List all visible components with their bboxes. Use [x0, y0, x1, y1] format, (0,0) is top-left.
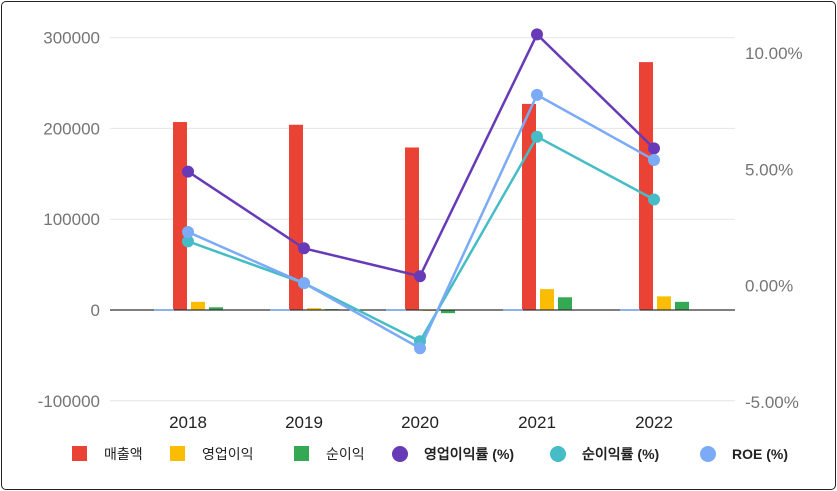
- legend-label-영업이익률 (%)[interactable]: 영업이익률 (%): [424, 446, 514, 462]
- left-axis-tick-label: 100000: [43, 210, 100, 229]
- left-axis-tick-label: 300000: [43, 29, 100, 48]
- point-순이익률 (%)-2021[interactable]: [531, 130, 543, 143]
- left-axis-tick-label: -100000: [38, 392, 100, 411]
- legend-label-ROE (%)[interactable]: ROE (%): [732, 446, 788, 462]
- point-ROE (%)-2018[interactable]: [182, 226, 194, 239]
- bar-매출액-2022[interactable]: [639, 62, 653, 311]
- legend-label-순이익률 (%)[interactable]: 순이익률 (%): [582, 446, 659, 462]
- legend-swatch-매출액: [72, 446, 87, 461]
- left-axis-tick-label: 200000: [43, 119, 100, 138]
- legend-swatch-순이익: [294, 446, 309, 461]
- legend-label-영업이익[interactable]: 영업이익: [202, 446, 254, 462]
- bar-영업이익-2021[interactable]: [540, 289, 554, 310]
- x-tick-label: 2021: [518, 413, 556, 432]
- bar-순이익-2020[interactable]: [441, 310, 455, 314]
- legend-swatch-ROE (%): [700, 446, 716, 462]
- point-ROE (%)-2020[interactable]: [414, 342, 426, 355]
- legend-label-매출액[interactable]: 매출액: [104, 446, 143, 462]
- point-순이익률 (%)-2018[interactable]: [182, 235, 194, 248]
- bar-순이익-2022[interactable]: [675, 301, 689, 310]
- x-tick-label: 2020: [401, 413, 439, 432]
- right-axis-tick-label: 10.00%: [745, 44, 803, 63]
- right-axis-tick-label: -5.00%: [745, 393, 799, 412]
- legend-swatch-영업이익률 (%): [392, 446, 408, 462]
- bar-순이익-2018[interactable]: [209, 307, 223, 310]
- right-axis-tick-label: 0.00%: [745, 277, 793, 296]
- bar-영업이익-2018[interactable]: [191, 301, 205, 310]
- x-tick-label: 2018: [169, 413, 207, 432]
- left-axis-tick-label: 0: [91, 301, 100, 320]
- point-영업이익률 (%)-2020[interactable]: [414, 270, 426, 283]
- bar-영업이익-2022[interactable]: [657, 296, 671, 310]
- bar-순이익-2021[interactable]: [558, 297, 572, 310]
- point-영업이익률 (%)-2022[interactable]: [648, 142, 660, 155]
- x-tick-label: 2022: [635, 413, 673, 432]
- bar-매출액-2019[interactable]: [289, 124, 303, 310]
- right-axis-tick-label: 5.00%: [745, 160, 793, 179]
- bar-매출액-2020[interactable]: [405, 147, 419, 310]
- bar-매출액-2018[interactable]: [173, 122, 187, 310]
- point-ROE (%)-2019[interactable]: [298, 277, 310, 290]
- line-순이익률 (%): [187, 135, 655, 343]
- point-ROE (%)-2021[interactable]: [531, 88, 543, 101]
- point-영업이익률 (%)-2021[interactable]: [531, 28, 543, 41]
- point-영업이익률 (%)-2018[interactable]: [182, 165, 194, 178]
- legend-swatch-순이익률 (%): [550, 446, 566, 462]
- point-ROE (%)-2022[interactable]: [648, 153, 660, 166]
- legend-swatch-영업이익: [170, 446, 185, 461]
- line-영업이익률 (%): [187, 32, 655, 278]
- point-순이익률 (%)-2022[interactable]: [648, 193, 660, 206]
- legend-label-순이익[interactable]: 순이익: [326, 446, 365, 462]
- point-영업이익률 (%)-2019[interactable]: [298, 242, 310, 255]
- bar-영업이익-2019[interactable]: [307, 308, 321, 310]
- x-tick-label: 2019: [285, 413, 323, 432]
